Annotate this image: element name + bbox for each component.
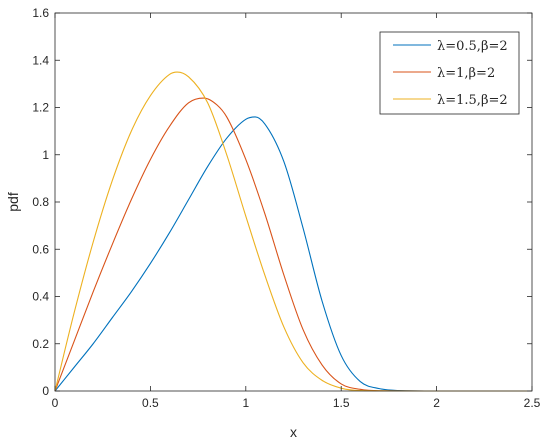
y-tick-label: 1.2 [32, 101, 49, 115]
y-tick-label: 0.2 [32, 337, 49, 351]
x-tick-label: 0.5 [142, 396, 159, 410]
legend-label-3: λ=1.5,β=2 [437, 93, 508, 108]
legend-label-2: λ=1,β=2 [437, 66, 495, 81]
y-tick-label: 1.4 [32, 53, 49, 67]
series-line-2 [54, 97, 532, 392]
legend: λ=0.5,β=2 λ=1,β=2 λ=1.5,β=2 [379, 31, 520, 115]
legend-label-1: λ=0.5,β=2 [437, 39, 508, 54]
y-axis-label: pdf [5, 192, 21, 212]
legend-box [379, 31, 520, 115]
x-tick-label: 1.5 [333, 396, 350, 410]
x-tick-label: 0 [52, 396, 59, 410]
y-tick-label: 0.8 [32, 195, 49, 209]
y-tick-label: 0.6 [32, 242, 49, 256]
y-tick-label: 1.6 [32, 6, 49, 20]
x-axis-label: x [290, 424, 297, 440]
series-line-1 [54, 116, 532, 392]
y-tick-label: 1 [42, 148, 49, 162]
y-tick-label: 0 [42, 384, 49, 398]
x-tick-label: 2 [433, 396, 440, 410]
tick-labels: 0 0.5 1 1.5 2 2.5 0 0.2 0.4 0.6 0.8 1 1.2 1.4 1.6 [32, 6, 540, 410]
y-tick-label: 0.4 [32, 290, 49, 304]
x-tick-label: 2.5 [524, 396, 541, 410]
x-tick-label: 1 [242, 396, 249, 410]
